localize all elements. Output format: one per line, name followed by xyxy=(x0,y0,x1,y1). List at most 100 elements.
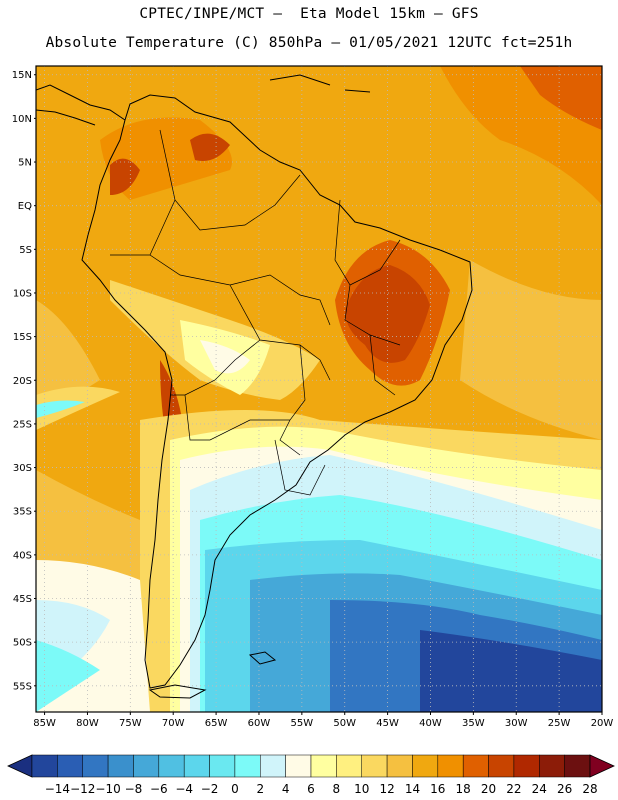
colorbar-label: 16 xyxy=(430,782,445,796)
lon-label: 40W xyxy=(419,718,442,729)
colorbar-swatch xyxy=(437,754,464,778)
lat-label: 30S xyxy=(13,463,32,474)
field-pacific-cold xyxy=(36,640,100,712)
lon-label: 35W xyxy=(462,718,485,729)
lon-label: 25W xyxy=(548,718,571,729)
colorbar-label: −10 xyxy=(95,782,120,796)
colorbar-swatch xyxy=(57,754,83,778)
longitude-labels: 85W 80W 75W 70W 65W 60W 55W 50W 45W 40W 35W 30W 25W 2… xyxy=(33,712,613,729)
latitude-labels: 15N 10N 5N EQ 5S 10S 15S 20S 25S 30S 35S 40S 45S 50S 5… xyxy=(12,70,36,692)
colorbar-label: 28 xyxy=(582,782,597,796)
colorbar-swatch xyxy=(158,754,185,778)
lon-label: 85W xyxy=(33,718,56,729)
lat-label: 5N xyxy=(18,158,32,169)
field-hot-northeast xyxy=(520,66,602,130)
colorbar-label: 24 xyxy=(532,782,547,796)
lon-label: 45W xyxy=(376,718,399,729)
colorbar-swatch xyxy=(462,754,489,778)
lon-label: 60W xyxy=(248,718,271,729)
field-pacific-cool-streak xyxy=(36,400,85,418)
colorbar-label: 6 xyxy=(307,782,315,796)
coastlines-borders xyxy=(36,74,473,699)
colorbar-label: −8 xyxy=(125,782,143,796)
lon-label: 55W xyxy=(291,718,314,729)
temperature-field xyxy=(36,66,602,712)
falklands xyxy=(248,651,277,665)
map-title-line-1: CPTEC/INPE/MCT – Eta Model 15km – GFS xyxy=(139,6,479,22)
lon-label: 30W xyxy=(505,718,528,729)
colorbar-swatch xyxy=(539,754,565,778)
lat-label: EQ xyxy=(18,201,32,212)
colorbar-label: 18 xyxy=(456,782,471,796)
country-borders xyxy=(110,129,401,496)
colorbar-swatch xyxy=(488,754,515,778)
cuba xyxy=(269,74,331,86)
map-frame xyxy=(35,65,603,713)
colorbar-label: −4 xyxy=(175,782,193,796)
lat-label: 15S xyxy=(13,332,32,343)
colorbar-label: 20 xyxy=(481,782,496,796)
field-band-m12 xyxy=(420,630,602,712)
lat-label: 10S xyxy=(13,288,32,299)
tierra-del-fuego xyxy=(148,684,207,699)
colorbar-label: 14 xyxy=(405,782,420,796)
colorbar-label: 12 xyxy=(379,782,394,796)
hispaniola xyxy=(344,89,371,93)
field-east-band xyxy=(460,260,602,440)
colorbar-swatch xyxy=(260,754,286,778)
central-america xyxy=(36,84,126,126)
colorbar-swatch xyxy=(310,754,337,778)
colorbar-label: −6 xyxy=(150,782,168,796)
colorbar-swatch xyxy=(564,754,591,778)
colorbar-swatch xyxy=(234,754,261,778)
lat-label: 15N xyxy=(12,70,32,81)
colorbar-label: −12 xyxy=(70,782,95,796)
field-central-cream xyxy=(200,340,250,374)
colorbar-label: 22 xyxy=(506,782,521,796)
colorbar-swatch xyxy=(183,754,210,778)
colorbar-swatch xyxy=(412,754,439,778)
lon-label: 75W xyxy=(119,718,142,729)
colorbar-arrow-high xyxy=(589,754,615,778)
colorbar-swatch xyxy=(285,754,312,778)
lat-label: 10N xyxy=(12,114,32,125)
colorbar-label: −14 xyxy=(45,782,70,796)
lat-label: 35S xyxy=(13,507,32,518)
colorbar-swatch xyxy=(82,754,109,778)
colorbar-label: 10 xyxy=(354,782,369,796)
colorbar-swatch xyxy=(31,754,58,778)
lon-label: 20W xyxy=(591,718,614,729)
colorbar-swatch xyxy=(107,754,134,778)
colorbar-swatch xyxy=(361,754,388,778)
field-andes-north-hot xyxy=(110,158,140,195)
lat-label: 50S xyxy=(13,638,32,649)
lon-label: 50W xyxy=(333,718,356,729)
south-america-coastline xyxy=(81,94,473,689)
lat-label: 55S xyxy=(13,681,32,692)
lon-label: 65W xyxy=(205,718,228,729)
lon-label: 70W xyxy=(162,718,185,729)
colorbar-label: 4 xyxy=(282,782,290,796)
colorbar xyxy=(7,754,615,778)
colorbar-swatch xyxy=(513,754,540,778)
field-ne-brazil-hot xyxy=(345,265,430,363)
colorbar-label: 2 xyxy=(256,782,264,796)
lat-label: 5S xyxy=(19,245,32,256)
colorbar-labels: −14 −12 −10 −8 −6 −4 −2 0 2 4 6 8 10 12 14 16 18 20 22 24 26… xyxy=(45,782,598,796)
lon-label: 80W xyxy=(76,718,99,729)
colorbar-swatch xyxy=(386,754,413,778)
colorbar-swatch xyxy=(209,754,236,778)
colorbar-label: −2 xyxy=(201,782,219,796)
colorbar-swatch xyxy=(336,754,362,778)
colorbar-arrow-low xyxy=(7,754,33,778)
map-title-line-2: Absolute Temperature (C) 850hPa – 01/05/… xyxy=(45,35,573,51)
colorbar-label: 26 xyxy=(557,782,572,796)
lat-label: 25S xyxy=(13,419,32,430)
lat-label: 45S xyxy=(13,594,32,605)
lat-label: 20S xyxy=(13,376,32,387)
field-venezuela-hot xyxy=(190,133,230,161)
lat-label: 40S xyxy=(13,550,32,561)
colorbar-label: 0 xyxy=(231,782,239,796)
field-pacific-band xyxy=(36,386,120,430)
